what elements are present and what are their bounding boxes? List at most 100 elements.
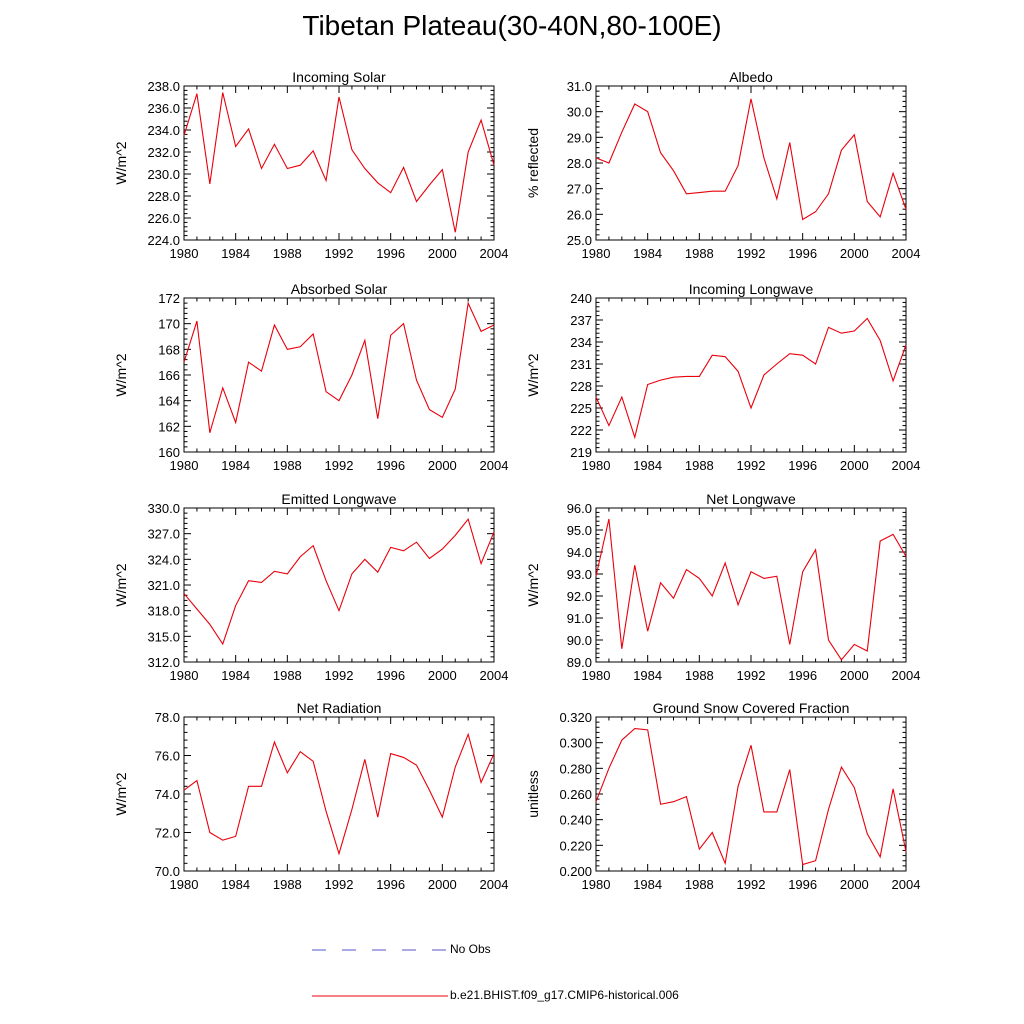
x-tick-label: 1988 [685,877,714,892]
y-tick-label: 226.0 [147,211,180,226]
x-tick-label: 2000 [840,668,869,683]
y-tick-label: 324.0 [147,552,180,567]
y-tick-label: 72.0 [155,826,180,841]
x-tick-label: 1988 [685,668,714,683]
y-tick-label: 27.0 [567,182,592,197]
x-tick-label: 1992 [737,458,766,473]
y-tick-label: 315.0 [147,629,180,644]
y-tick-label: 76.0 [155,749,180,764]
legend-solid-line-swatch [312,995,448,997]
legend-dashed-line-swatch [312,949,448,951]
x-tick-label: 1988 [273,458,302,473]
y-tick-label: 0.200 [559,864,592,879]
x-tick-label: 1996 [788,246,817,261]
x-tick-label: 2000 [840,246,869,261]
x-tick-label: 2004 [480,246,509,261]
y-tick-label: 26.0 [567,207,592,222]
y-tick-label: 0.320 [559,710,592,725]
x-tick-label: 1992 [325,877,354,892]
series-line [595,727,907,866]
x-tick-label: 1988 [273,668,302,683]
x-tick-label: 2000 [840,458,869,473]
y-tick-label: 90.0 [567,633,592,648]
legend-label-model: b.e21.BHIST.f09_g17.CMIP6-historical.006 [450,988,679,1002]
x-tick-label: 2000 [428,458,457,473]
y-tick-label: 30.0 [567,105,592,120]
x-tick-label: 1984 [221,668,250,683]
x-tick-label: 1992 [737,668,766,683]
panel-emitted-longwave: 1980 1984 1988 1992 1996 2000 2004 312.0 315.0 31… [113,491,508,683]
y-axis-label: unitless [525,770,541,817]
legend-item-no-obs: No Obs [312,942,912,959]
x-tick-label: 2000 [428,246,457,261]
y-tick-label: 0.240 [559,813,592,828]
plot-frame [183,507,495,663]
y-tick-label: 96.0 [567,501,592,516]
x-tick-label: 1988 [273,877,302,892]
x-tick-label: 1988 [685,246,714,261]
panel-title: Ground Snow Covered Fraction [653,700,850,716]
x-tick-label: 2000 [428,877,457,892]
x-tick-label: 2004 [892,668,921,683]
y-tick-label: 219 [570,445,592,460]
x-tick-label: 1984 [221,877,250,892]
y-tick-label: 228 [570,379,592,394]
x-tick-label: 1984 [221,458,250,473]
x-tick-label: 1984 [633,877,662,892]
y-tick-label: 28.0 [567,156,592,171]
y-tick-label: 162 [158,419,180,434]
x-tick-label: 1984 [633,458,662,473]
series-line [595,98,907,221]
y-tick-label: 240 [570,291,592,306]
plot-frame [595,716,907,872]
panel-incoming-longwave: 1980 1984 1988 1992 1996 2000 2004 219 222 225 228… [525,281,920,473]
x-tick-label: 1988 [685,458,714,473]
y-tick-label: 232.0 [147,145,180,160]
y-tick-label: 29.0 [567,130,592,145]
series-line [183,92,495,233]
x-tick-label: 2004 [480,877,509,892]
y-tick-label: 94.0 [567,545,592,560]
y-tick-label: 91.0 [567,611,592,626]
y-tick-label: 0.220 [559,838,592,853]
y-tick-label: 234.0 [147,123,180,138]
x-tick-label: 1996 [376,668,405,683]
y-tick-label: 327.0 [147,527,180,542]
legend-item-model: b.e21.BHIST.f09_g17.CMIP6-historical.006 [312,988,912,1005]
x-tick-label: 1980 [582,668,611,683]
y-tick-label: 234 [570,335,592,350]
y-axis-label: W/m^2 [113,353,129,396]
y-tick-label: 70.0 [155,864,180,879]
y-axis-label: W/m^2 [525,353,541,396]
y-tick-label: 31.0 [567,79,592,94]
panel-net-radiation: 1980 1984 1988 1992 1996 2000 2004 70.0 72.0 74.0… [113,700,508,892]
y-tick-label: 25.0 [567,233,592,248]
legend-label-no-obs: No Obs [450,942,491,956]
x-tick-label: 1980 [170,668,199,683]
panel-incoming-solar: 1980 1984 1988 1992 1996 2000 2004 224.0 226.0 22… [113,69,508,261]
x-tick-label: 1980 [170,246,199,261]
y-tick-label: 312.0 [147,655,180,670]
y-tick-label: 222 [570,423,592,438]
plot-frame [183,85,495,241]
plot-frame [595,297,907,453]
panel-ground-snow-covered-fraction: 1980 1984 1988 1992 1996 2000 2004 0.200 0.220 0.… [525,700,920,892]
x-tick-label: 1984 [633,246,662,261]
y-tick-label: 0.260 [559,787,592,802]
y-tick-label: 89.0 [567,655,592,670]
y-tick-label: 0.280 [559,761,592,776]
panel-absorbed-solar: 1980 1984 1988 1992 1996 2000 2004 160 162 164 166… [113,281,508,473]
x-tick-label: 1992 [325,458,354,473]
y-axis-label: W/m^2 [113,563,129,606]
panel-title: Incoming Solar [292,69,386,85]
panel-title: Albedo [729,69,773,85]
y-tick-label: 168 [158,342,180,357]
x-tick-label: 1984 [633,668,662,683]
x-tick-label: 2004 [480,458,509,473]
series-line [595,317,907,440]
x-tick-label: 1992 [737,877,766,892]
y-tick-label: 231 [570,357,592,372]
plot-frame [183,716,495,872]
y-tick-label: 318.0 [147,604,180,619]
y-tick-label: 224.0 [147,233,180,248]
